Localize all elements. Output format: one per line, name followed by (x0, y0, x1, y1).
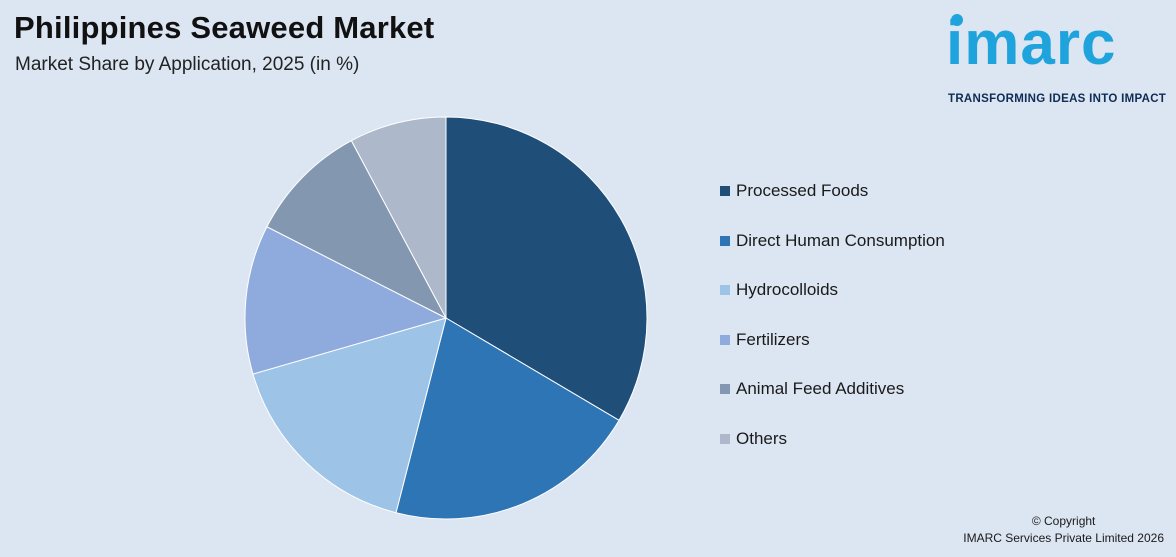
logo-tagline: TRANSFORMING IDEAS INTO IMPACT (948, 93, 1167, 105)
chart-subtitle: Market Share by Application, 2025 (in %) (15, 54, 360, 75)
legend-item-hydrocolloids: Hydrocolloids (720, 280, 945, 330)
legend-label: Animal Feed Additives (736, 379, 905, 399)
copyright-line-1: © Copyright (1031, 514, 1096, 528)
pie-slice-direct-human-consumption (395, 317, 620, 520)
pie-slice-hydrocolloids (252, 317, 447, 514)
legend-swatch (720, 433, 730, 444)
pie-slice-others (350, 116, 447, 319)
pie-slice-processed-foods (445, 116, 648, 422)
legend-item-animal-feed-additives: Animal Feed Additives (720, 379, 945, 429)
legend-swatch (720, 334, 730, 345)
copyright-line-2: IMARC Services Private Limited 2026 (963, 531, 1164, 545)
logo-wordmark: imarc (946, 9, 1117, 78)
pie-slice-animal-feed-additives (266, 139, 448, 320)
legend-item-others: Others (720, 429, 945, 479)
legend-swatch (720, 235, 730, 246)
legend-swatch (720, 285, 730, 296)
copyright-notice: © Copyright IMARC Services Private Limit… (963, 513, 1164, 547)
legend-swatch (720, 186, 730, 196)
legend-label: Processed Foods (736, 181, 869, 200)
legend-label: Others (736, 428, 788, 448)
chart-title: Philippines Seaweed Market (14, 10, 435, 45)
logo-dot-icon (951, 14, 963, 26)
legend-label: Fertilizers (736, 329, 810, 349)
chart-legend: Processed Foods Direct Human Consumption H… (720, 181, 945, 479)
legend-swatch (720, 384, 730, 395)
legend-item-direct-human-consumption: Direct Human Consumption (720, 231, 945, 281)
legend-label: Hydrocolloids (736, 280, 839, 300)
legend-label: Direct Human Consumption (736, 230, 945, 250)
legend-item-processed-foods: Processed Foods (720, 181, 945, 231)
pie-slice-fertilizers (244, 226, 448, 375)
legend-item-fertilizers: Fertilizers (720, 330, 945, 380)
imarc-logo: imarc TRANSFORMING IDEAS INTO IMPACT (940, 8, 1172, 108)
